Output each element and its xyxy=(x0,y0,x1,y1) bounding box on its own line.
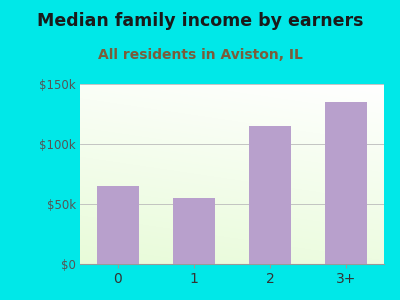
Bar xyxy=(97,186,139,264)
Text: All residents in Aviston, IL: All residents in Aviston, IL xyxy=(98,48,302,62)
Text: Median family income by earners: Median family income by earners xyxy=(37,12,363,30)
Bar xyxy=(173,198,215,264)
Bar xyxy=(249,126,291,264)
Bar xyxy=(325,102,367,264)
